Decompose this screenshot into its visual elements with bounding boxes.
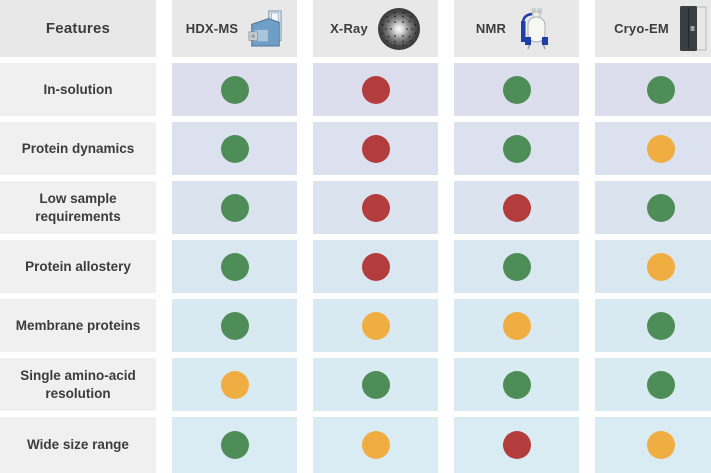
feature-cell: In-solution (0, 63, 156, 116)
feature-cell: Protein dynamics (0, 122, 156, 175)
rating-cell (454, 417, 579, 473)
rating-dot-green (647, 311, 675, 340)
rating-cell (313, 358, 438, 411)
column-header-cryo-em: Cryo-EM (595, 0, 711, 57)
feature-cell: Single amino-acid resolution (0, 358, 156, 411)
rating-cell (595, 417, 711, 473)
rating-dot-yellow (361, 311, 390, 340)
rating-cell (313, 299, 438, 352)
rating-dot-green (502, 75, 531, 104)
features-header-label: Features (45, 20, 111, 37)
rating-dot-green (647, 370, 675, 399)
feature-label: Protein dynamics (21, 140, 135, 156)
rating-cell (454, 358, 579, 411)
rating-cell (313, 417, 438, 473)
rating-cell (595, 122, 711, 175)
rating-cell (172, 299, 297, 352)
rating-dot-green (502, 134, 531, 163)
feature-label: Low sample requirements (35, 190, 121, 224)
rating-cell (172, 358, 297, 411)
column-header-nmr: NMR (454, 0, 579, 57)
rating-cell (595, 181, 711, 234)
rating-cell (313, 240, 438, 293)
nmr-spectrometer-icon (515, 8, 557, 50)
feature-cell: Low sample requirements (0, 181, 156, 234)
rating-cell (313, 63, 438, 116)
rating-dot-red (361, 75, 390, 104)
rating-cell (313, 122, 438, 175)
rating-dot-yellow (502, 311, 531, 340)
rating-dot-red (502, 193, 531, 222)
feature-label: Wide size range (27, 437, 129, 453)
rating-cell (172, 240, 297, 293)
rating-cell (595, 358, 711, 411)
column-header-label: HDX-MS (185, 21, 239, 36)
feature-cell: Membrane proteins (0, 299, 156, 352)
rating-dot-yellow (361, 431, 390, 459)
feature-label: In-solution (43, 81, 113, 97)
rating-cell (595, 63, 711, 116)
rating-cell (454, 122, 579, 175)
features-header-cell: Features (0, 0, 156, 57)
rating-dot-green (502, 252, 531, 281)
rating-cell (172, 122, 297, 175)
column-header-hdx-ms: HDX-MS (172, 0, 297, 57)
column-header-label: X-Ray (330, 21, 368, 36)
rating-dot-green (220, 252, 249, 281)
feature-label: Membrane proteins (15, 317, 141, 333)
rating-dot-red (361, 252, 390, 281)
rating-cell (172, 63, 297, 116)
rating-dot-green (220, 193, 249, 222)
rating-dot-yellow (647, 134, 675, 163)
cryo-em-microscope-icon (678, 5, 708, 53)
rating-cell (313, 181, 438, 234)
column-header-label: Cryo-EM (614, 21, 669, 36)
rating-cell (454, 181, 579, 234)
rating-dot-green (502, 370, 531, 399)
rating-dot-red (361, 193, 390, 222)
rating-dot-yellow (647, 252, 675, 281)
column-header-label: NMR (475, 21, 507, 36)
rating-cell (172, 181, 297, 234)
rating-cell (595, 240, 711, 293)
rating-cell (172, 417, 297, 473)
feature-cell: Wide size range (0, 417, 156, 473)
rating-dot-red (502, 431, 531, 459)
rating-dot-green (220, 134, 249, 163)
hdx-ms-instrument-icon (247, 9, 283, 49)
rating-dot-red (361, 134, 390, 163)
rating-cell (454, 63, 579, 116)
feature-label: Protein allostery (25, 258, 131, 274)
rating-dot-green (647, 75, 675, 104)
rating-cell (454, 240, 579, 293)
feature-cell: Protein allostery (0, 240, 156, 293)
rating-dot-green (220, 75, 249, 104)
rating-dot-yellow (647, 431, 675, 459)
rating-cell (454, 299, 579, 352)
rating-dot-green (361, 370, 390, 399)
feature-label: Single amino-acid resolution (20, 367, 136, 401)
rating-dot-green (220, 431, 249, 459)
rating-dot-green (220, 311, 249, 340)
column-header-x-ray: X-Ray (313, 0, 438, 57)
rating-cell (595, 299, 711, 352)
rating-dot-green (647, 193, 675, 222)
xray-diffraction-icon (377, 7, 421, 51)
rating-dot-yellow (220, 370, 249, 399)
